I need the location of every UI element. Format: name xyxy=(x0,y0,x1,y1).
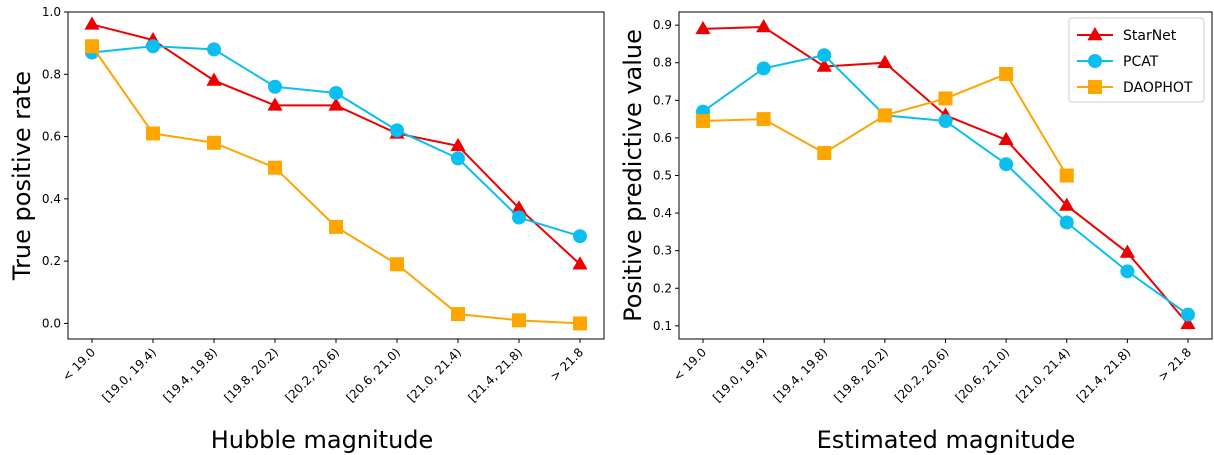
data-point-daophot xyxy=(390,257,404,272)
data-point-daophot xyxy=(573,316,587,331)
data-point-daophot xyxy=(938,91,953,106)
legend-label-starnet: StarNet xyxy=(1123,28,1177,44)
data-point-pcat xyxy=(329,85,343,100)
data-point-starnet xyxy=(998,131,1014,145)
x-tick-label: [19.0, 19.4) xyxy=(710,345,770,405)
y-tick-label: 0.2 xyxy=(653,281,672,295)
x-tick-label: [20.6, 21.0) xyxy=(953,345,1013,405)
y-tick-label: 0.0 xyxy=(42,316,61,330)
x-tick-label: [20.2, 20.6) xyxy=(282,345,342,405)
y-tick-label: 0.4 xyxy=(42,192,61,206)
y-tick-label: 0.5 xyxy=(653,169,672,183)
y-tick-label: 0.3 xyxy=(653,244,672,258)
data-point-daophot xyxy=(85,39,99,54)
data-point-starnet xyxy=(1059,197,1075,211)
x-tick-label: [19.8, 20.2) xyxy=(221,345,281,405)
x-axis-title: Estimated magnitude xyxy=(817,426,1076,454)
x-axis-title: Hubble magnitude xyxy=(211,426,434,454)
data-point-starnet xyxy=(695,20,711,35)
y-tick-label: 0.8 xyxy=(42,67,61,81)
x-tick-label: [21.0, 21.4) xyxy=(1013,345,1073,405)
x-tick-label: [19.0, 19.4) xyxy=(99,345,159,405)
data-point-pcat xyxy=(146,39,160,54)
data-point-starnet xyxy=(84,16,100,30)
data-point-daophot xyxy=(696,114,710,128)
data-point-pcat xyxy=(938,114,953,128)
legend-marker-starnet xyxy=(1087,27,1103,41)
data-point-starnet xyxy=(572,256,588,270)
data-point-pcat xyxy=(512,210,526,225)
x-tick-label: [20.2, 20.6) xyxy=(892,345,952,405)
x-tick-label: [19.8, 20.2) xyxy=(831,345,891,405)
y-tick-label: 0.7 xyxy=(653,93,672,107)
data-point-daophot xyxy=(999,67,1014,82)
data-point-starnet xyxy=(756,19,772,33)
series-line-pcat xyxy=(91,45,581,238)
legend-label-pcat: PCAT xyxy=(1123,54,1159,70)
chart-true-positive-rate: 0.00.20.40.60.81.0< 19.0 [19.0, 19.4) [19.… xyxy=(8,5,605,454)
data-point-pcat xyxy=(207,42,221,57)
data-point-pcat xyxy=(1120,264,1135,279)
x-tick-label: > 21.8 xyxy=(1156,345,1195,384)
y-tick-label: 0.1 xyxy=(653,319,672,333)
data-point-starnet xyxy=(1119,244,1135,258)
data-point-pcat xyxy=(1181,307,1195,322)
data-point-pcat xyxy=(268,79,282,94)
data-point-starnet xyxy=(511,200,527,214)
data-point-starnet xyxy=(877,54,893,68)
legend-box xyxy=(1068,17,1205,103)
x-tick-label: < 19.0 xyxy=(60,345,99,384)
data-point-daophot xyxy=(268,160,282,175)
data-point-pcat xyxy=(451,151,465,166)
y-tick-label: 0.8 xyxy=(653,56,672,70)
x-tick-label: [21.4, 21.8) xyxy=(1074,345,1134,405)
y-tick-label: 1.0 xyxy=(42,5,61,19)
x-tick-label: [20.6, 21.0) xyxy=(343,345,403,405)
data-point-daophot xyxy=(1059,168,1074,183)
data-point-starnet xyxy=(816,58,832,72)
data-point-daophot xyxy=(207,135,221,150)
y-tick-label: 0.6 xyxy=(42,130,61,144)
data-point-pcat xyxy=(1059,215,1074,230)
y-tick-label: 0.2 xyxy=(42,254,61,268)
legend: StarNet PCAT DAOPHOT xyxy=(1068,17,1205,103)
y-tick-label: 0.6 xyxy=(653,131,672,145)
data-point-pcat xyxy=(817,48,832,63)
plot-frame xyxy=(67,11,605,340)
legend-label-daophot: DAOPHOT xyxy=(1123,80,1193,96)
y-tick-label: 0.9 xyxy=(653,18,672,32)
x-tick-label: > 21.8 xyxy=(548,345,587,384)
x-tick-label: [21.0, 21.4) xyxy=(404,345,464,405)
legend-marker-pcat xyxy=(1088,54,1102,68)
data-point-pcat xyxy=(573,229,587,244)
data-point-daophot xyxy=(817,145,832,160)
x-tick-label: [19.4, 19.8) xyxy=(771,345,831,405)
data-point-starnet xyxy=(267,97,283,111)
data-point-daophot xyxy=(451,307,465,322)
x-tick-label: [21.4, 21.8) xyxy=(465,345,525,405)
legend-marker-daophot xyxy=(1088,80,1102,94)
data-point-pcat xyxy=(390,123,404,138)
chart-positive-predictive-value: 0.1 0.2 0.3 0.4 0.5 0.6 0.7 0.8 0.9 < 19.0 [19.0, … xyxy=(619,11,1213,454)
data-point-daophot xyxy=(146,126,160,141)
x-tick-label: < 19.0 xyxy=(671,345,710,384)
y-axis-title: Positive predictive value xyxy=(619,29,647,322)
data-point-pcat xyxy=(756,61,771,76)
data-point-starnet xyxy=(206,72,222,86)
data-point-daophot xyxy=(512,313,526,328)
data-point-pcat xyxy=(999,157,1014,172)
data-point-starnet xyxy=(328,97,344,111)
x-tick-label: [19.4, 19.8) xyxy=(160,345,220,405)
data-point-daophot xyxy=(756,112,771,127)
data-point-daophot xyxy=(877,108,892,123)
y-axis-title: True positive rate xyxy=(8,71,36,281)
data-point-daophot xyxy=(329,219,343,234)
y-tick-label: 0.4 xyxy=(653,206,672,220)
data-point-starnet xyxy=(1180,315,1196,330)
data-point-starnet xyxy=(450,137,466,152)
